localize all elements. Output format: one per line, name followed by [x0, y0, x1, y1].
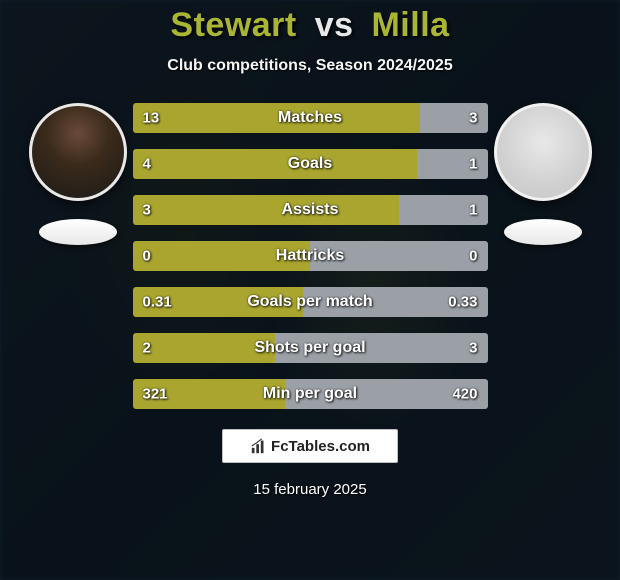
- stat-bars: 13 3 Matches 4 1 Goals 3 1 Assists 0 0 Hattricks 0.3…: [133, 103, 488, 409]
- vs-text: vs: [315, 6, 354, 44]
- page-title: Stewart vs Milla: [170, 6, 449, 45]
- stat-value-left: 0: [143, 248, 151, 265]
- stat-label: Goals: [288, 155, 332, 173]
- footer-date: 15 february 2025: [253, 481, 366, 498]
- stat-value-right: 0.33: [448, 294, 477, 311]
- stat-row: 0.31 0.33 Goals per match: [133, 287, 488, 317]
- comparison-area: 13 3 Matches 4 1 Goals 3 1 Assists 0 0 Hattricks 0.3…: [0, 103, 620, 409]
- player1-name: Stewart: [170, 6, 296, 44]
- player1-avatar: [29, 103, 127, 201]
- player2-flag: [504, 219, 582, 245]
- stat-row: 3 1 Assists: [133, 195, 488, 225]
- stat-label: Matches: [278, 109, 342, 127]
- stat-label: Goals per match: [247, 293, 372, 311]
- stat-value-left: 0.31: [143, 294, 172, 311]
- stat-value-right: 420: [452, 386, 477, 403]
- stat-row: 13 3 Matches: [133, 103, 488, 133]
- stat-value-left: 321: [143, 386, 168, 403]
- stat-value-right: 3: [469, 110, 477, 127]
- stat-value-right: 3: [469, 340, 477, 357]
- player2-avatar: [494, 103, 592, 201]
- bar-fill-left: [133, 195, 399, 225]
- stat-value-left: 3: [143, 202, 151, 219]
- bar-fill-left: [133, 333, 275, 363]
- stat-value-right: 1: [469, 202, 477, 219]
- stat-row: 2 3 Shots per goal: [133, 333, 488, 363]
- left-side: [23, 103, 133, 245]
- stat-value-right: 0: [469, 248, 477, 265]
- stat-label: Assists: [282, 201, 339, 219]
- subtitle: Club competitions, Season 2024/2025: [167, 57, 452, 75]
- stat-value-left: 4: [143, 156, 151, 173]
- player2-name: Milla: [371, 6, 449, 44]
- bar-fill-left: [133, 103, 421, 133]
- stat-label: Shots per goal: [254, 339, 365, 357]
- fctables-logo: FcTables.com: [222, 429, 398, 463]
- stat-row: 4 1 Goals: [133, 149, 488, 179]
- stat-label: Hattricks: [276, 247, 344, 265]
- player1-flag: [39, 219, 117, 245]
- stat-label: Min per goal: [263, 385, 357, 403]
- chart-icon: [250, 437, 268, 455]
- stat-value-left: 2: [143, 340, 151, 357]
- bar-fill-left: [133, 149, 417, 179]
- stat-row: 0 0 Hattricks: [133, 241, 488, 271]
- right-side: [488, 103, 598, 245]
- stat-row: 321 420 Min per goal: [133, 379, 488, 409]
- stat-value-left: 13: [143, 110, 160, 127]
- stat-value-right: 1: [469, 156, 477, 173]
- logo-text: FcTables.com: [271, 438, 370, 455]
- content-wrapper: Stewart vs Milla Club competitions, Seas…: [0, 0, 620, 580]
